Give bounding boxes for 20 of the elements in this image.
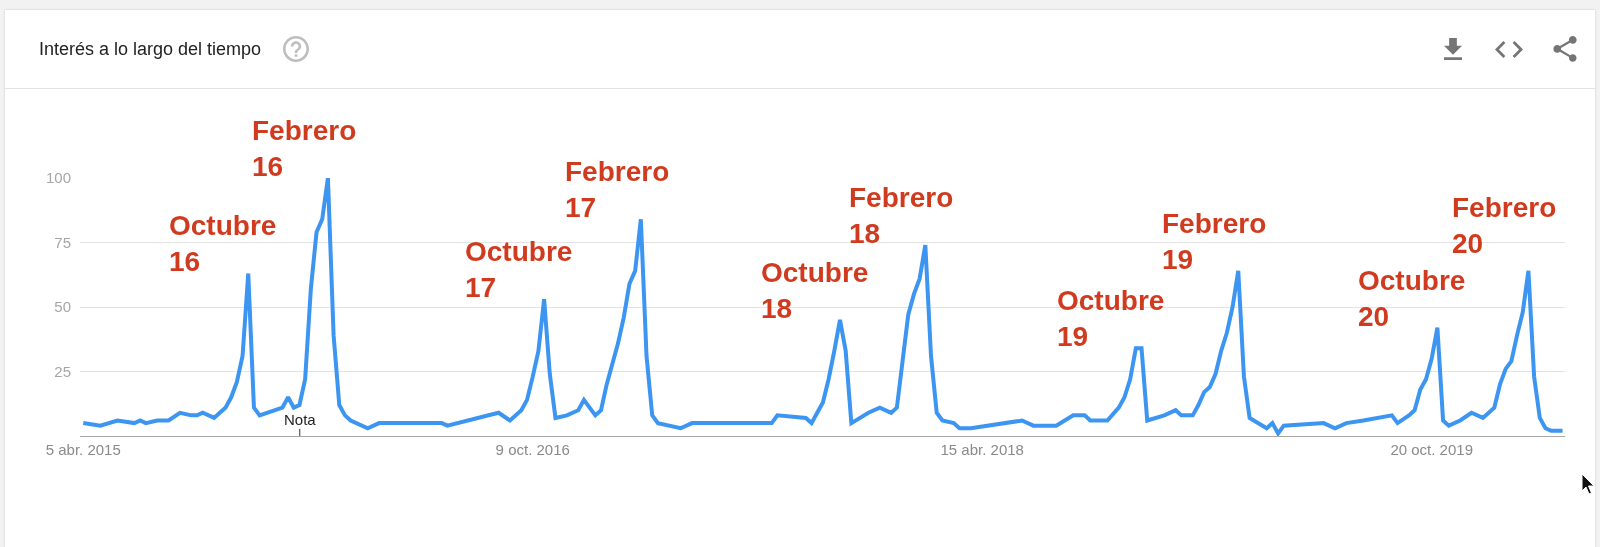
annotation: Octubre 17 [465, 236, 573, 304]
y-tick-label: 75 [54, 233, 71, 251]
annotation: Febrero 18 [849, 182, 954, 250]
y-tick-label: 25 [54, 362, 71, 380]
x-tick-label: 5 abr. 2015 [45, 441, 121, 458]
annotation: Febrero 20 [1452, 192, 1557, 260]
annotation: Febrero 17 [565, 156, 670, 224]
y-tick-label: 100 [45, 169, 71, 187]
x-tick-label: 20 oct. 2019 [1390, 441, 1473, 458]
annotation: Nota [284, 411, 317, 428]
x-tick-label: 9 oct. 2016 [495, 441, 570, 458]
chart-title: Interés a lo largo del tiempo [39, 38, 262, 61]
annotation: Octubre 20 [1358, 265, 1466, 333]
annotation: Febrero 16 [252, 115, 357, 183]
annotation: Octubre 19 [1057, 285, 1165, 353]
annotation: Octubre 18 [761, 257, 869, 325]
annotation: Febrero 19 [1162, 208, 1267, 276]
y-tick-label: 50 [54, 298, 71, 316]
x-tick-label: 15 abr. 2018 [940, 441, 1024, 458]
annotation: Octubre 16 [169, 210, 277, 278]
